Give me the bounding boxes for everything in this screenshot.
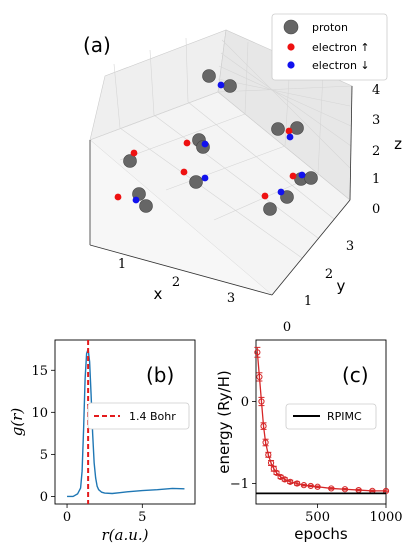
y-tick-label: 15	[31, 364, 48, 379]
electron-up-point	[285, 127, 293, 135]
electron-up-point	[183, 139, 191, 147]
energy-point	[260, 423, 267, 430]
legend-proton-marker	[283, 19, 299, 35]
axes-3d	[89, 85, 353, 296]
proton-point	[189, 175, 203, 189]
panel-c: 500 1000 0 −1 (c) epochs energy (Ry/H) RPIM…	[215, 339, 403, 543]
y-tick-label: −1	[230, 477, 249, 492]
x-tick-label: 5	[138, 510, 146, 525]
y-axis-label-b: g(r)	[8, 408, 26, 437]
legend-label: RPIMC	[327, 410, 362, 423]
energy-point	[254, 349, 261, 356]
y-tick-label: 3	[346, 239, 354, 254]
electron-down-point	[201, 174, 209, 182]
energy-point	[258, 398, 265, 405]
energy-point	[300, 482, 307, 489]
energy-point	[341, 486, 349, 493]
energy-point	[293, 480, 301, 487]
y-tick-label: 0	[241, 395, 249, 410]
legend-box	[271, 13, 388, 81]
x-axis-label-b: r(a.u.)	[101, 526, 148, 544]
electron-up-point	[130, 149, 138, 157]
proton-point	[304, 171, 318, 185]
panel-label-c: (c)	[342, 363, 369, 387]
y-tick-label: 0	[40, 490, 48, 505]
electron-up-point	[261, 192, 269, 200]
g-r-line	[67, 349, 185, 498]
z-tick-label: 0	[372, 202, 380, 217]
x-axis-label: x	[154, 285, 163, 303]
energy-point	[267, 459, 275, 467]
x-axis-label-c: epochs	[294, 525, 348, 543]
panel-label-a: (a)	[83, 33, 111, 57]
electron-down-point	[217, 81, 225, 89]
legend-electron-down-marker	[287, 61, 295, 69]
y-tick-label: 0	[283, 320, 291, 335]
pane-left	[90, 140, 272, 295]
legend-c: RPIMC	[285, 403, 377, 430]
x-tick-label: 3	[227, 291, 235, 306]
plot-frame-c	[255, 339, 387, 505]
electron-up-point	[289, 172, 297, 180]
z-tick-label: 4	[372, 83, 380, 98]
proton-point	[202, 69, 216, 83]
x-tick-label: 2	[172, 275, 180, 290]
legend-box	[87, 402, 190, 430]
legend-label: proton	[312, 21, 348, 34]
y-tick-label: 10	[31, 406, 48, 421]
energy-point	[273, 469, 280, 476]
z-tick-label: 1	[372, 172, 380, 187]
b-ticks: 0 5 0 5 10 15	[31, 364, 146, 525]
y-tick-label: 5	[40, 448, 48, 463]
y-tick-label: 2	[325, 267, 333, 282]
y-tick-label: 1	[304, 294, 312, 309]
electron-down-point	[286, 133, 294, 141]
energy-point	[314, 483, 321, 490]
electron-down-point	[132, 196, 140, 204]
proton-point	[223, 79, 237, 93]
c-ticks: 500 1000 0 −1	[230, 395, 403, 525]
proton-point	[263, 202, 277, 216]
panel-label-b: (b)	[146, 363, 174, 387]
particles	[114, 69, 318, 216]
y-axis-label-c: energy (Ry/H)	[215, 370, 233, 474]
x-tick-label: 1000	[369, 510, 402, 525]
x-tick-label: 1	[118, 257, 126, 272]
electron-up-point	[180, 168, 188, 176]
proton-point	[123, 154, 137, 168]
legend-b: 1.4 Bohr	[87, 402, 190, 430]
legend-a: proton electron ↑ electron ↓	[271, 13, 388, 81]
x-tick-label: 0	[63, 510, 71, 525]
panel-b: 0 5 0 5 10 15 (b) r(a.u.) g(r) 1.4 Bohr	[8, 339, 196, 544]
legend-label: electron ↓	[312, 59, 370, 72]
c-marks	[254, 346, 390, 495]
z-axis-label: z	[394, 135, 402, 153]
proton-point	[271, 122, 285, 136]
energy-point	[307, 482, 314, 490]
electron-down-point	[277, 188, 285, 196]
legend-label: electron ↑	[312, 41, 370, 54]
energy-point	[287, 478, 294, 485]
y-axis-label: y	[337, 277, 346, 295]
proton-point	[139, 199, 153, 213]
energy-point	[262, 439, 269, 446]
legend-electron-up-marker	[287, 43, 295, 51]
energy-point	[265, 451, 272, 458]
legend-box	[285, 403, 377, 430]
electron-down-point	[298, 171, 306, 179]
energy-point	[328, 485, 335, 492]
energy-point	[281, 476, 288, 483]
z-tick-label: 3	[372, 113, 380, 128]
electron-down-point	[201, 140, 209, 148]
plot-frame-b	[54, 339, 196, 505]
panel-a: 1 2 3 x 0 1 2 3 y 0 1 2 3 4 z (a)	[83, 13, 402, 335]
electron-up-point	[114, 193, 122, 201]
z-tick-label: 2	[372, 144, 380, 159]
legend-label: 1.4 Bohr	[129, 410, 176, 423]
energy-point	[256, 373, 263, 380]
x-tick-label: 500	[305, 510, 330, 525]
proton-point	[290, 121, 304, 135]
